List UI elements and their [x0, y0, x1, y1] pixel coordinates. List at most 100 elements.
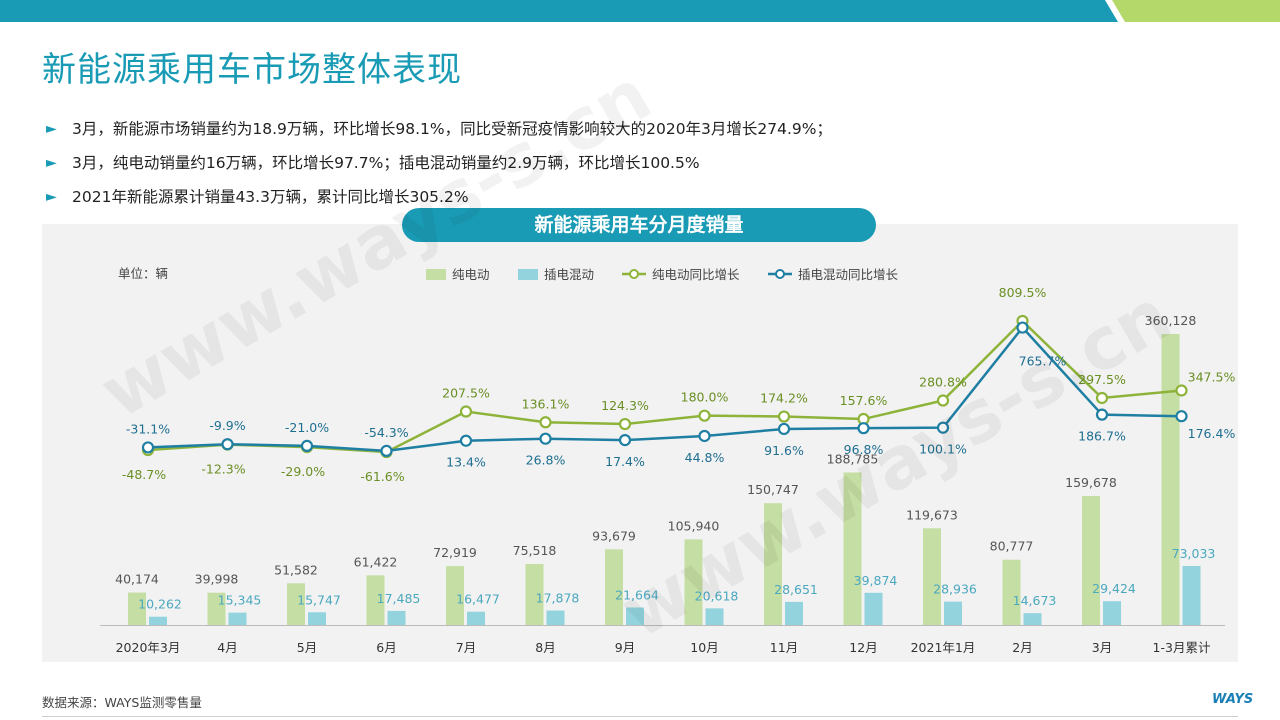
bev-growth-label: 347.5% — [1188, 369, 1236, 384]
bev-bar — [1082, 495, 1100, 625]
phev-bar — [228, 612, 247, 625]
bev-growth-label: 124.3% — [601, 398, 649, 413]
bev-bar — [207, 592, 226, 625]
phev-growth-point — [221, 438, 234, 451]
phev-bar — [387, 610, 406, 625]
bev-bar — [1002, 559, 1021, 625]
ways-logo: WAYS — [1212, 692, 1254, 707]
phev-bar — [626, 607, 644, 625]
bev-growth-label: -48.7% — [122, 467, 166, 482]
phev-bar — [944, 601, 962, 625]
phev-bar-label: 15,747 — [297, 592, 341, 607]
bev-growth-label: 207.5% — [442, 386, 490, 401]
bev-growth-label: 297.5% — [1078, 372, 1126, 387]
legend-label: 插电混动 — [544, 267, 594, 282]
legend-swatch — [518, 269, 538, 280]
phev-growth-line — [147, 325, 1182, 453]
bev-growth-label: 180.0% — [681, 390, 729, 405]
phev-growth-label: 100.1% — [919, 442, 967, 457]
legend-label: 纯电动同比增长 — [652, 267, 740, 282]
category-label: 9月 — [615, 640, 635, 655]
bev-bar-label: 360,128 — [1145, 313, 1197, 328]
phev-growth-point — [1095, 408, 1109, 421]
phev-growth-point — [300, 439, 314, 452]
phev-bar — [705, 608, 724, 625]
bev-growth-point — [777, 410, 791, 423]
bev-growth-label: 157.6% — [840, 393, 888, 408]
legend-marker — [775, 269, 785, 279]
phev-growth-label: -31.1% — [126, 421, 170, 436]
phev-bar-label: 39,874 — [854, 573, 898, 588]
phev-growth-label: 186.7% — [1078, 429, 1126, 444]
bev-growth-label: -12.3% — [201, 462, 245, 477]
bev-growth-label: 809.5% — [999, 285, 1047, 300]
bev-bar-label: 75,518 — [513, 543, 557, 558]
bev-bar — [605, 549, 623, 625]
bullet-item: ► 3月，新能源市场销量约为18.9万辆，环比增长98.1%，同比受新冠疫情影响较… — [46, 118, 832, 152]
phev-growth-point — [857, 422, 870, 435]
bev-bar — [923, 528, 941, 625]
page-title: 新能源乘用车市场整体表现 — [42, 50, 462, 90]
phev-bar — [467, 611, 485, 625]
category-label: 4月 — [217, 640, 237, 655]
phev-growth-point — [141, 441, 155, 454]
bev-bar — [1161, 334, 1180, 625]
category-label: 2月 — [1012, 640, 1032, 655]
bev-bar-label: 39,998 — [195, 572, 239, 587]
bev-bar-label: 93,679 — [592, 528, 636, 543]
bev-growth-label: 174.2% — [760, 391, 808, 406]
phev-growth-point — [459, 434, 473, 447]
category-label: 3月 — [1092, 640, 1112, 655]
phev-growth-label: -9.9% — [209, 418, 245, 433]
bev-growth-point — [1095, 391, 1109, 405]
bev-growth-point — [539, 416, 552, 429]
phev-bar — [1182, 565, 1201, 625]
bev-bar-label: 51,582 — [274, 562, 318, 577]
bev-bar-label: 105,940 — [668, 518, 720, 533]
triangle-bullet-icon: ► — [46, 189, 57, 205]
phev-bar-label: 28,651 — [774, 582, 818, 597]
bev-bar-label: 119,673 — [906, 507, 958, 522]
phev-growth-label: 44.8% — [685, 450, 725, 465]
phev-bar-label: 28,936 — [933, 582, 977, 597]
phev-bar — [546, 610, 565, 625]
bev-growth-point — [1175, 384, 1188, 397]
phev-growth-point — [539, 432, 552, 445]
phev-bar — [308, 612, 326, 625]
bullet-item: ► 2021年新能源累计销量43.3万辆，累计同比增长305.2% — [46, 186, 832, 220]
chart-title: 新能源乘用车分月度销量 — [402, 208, 876, 242]
bev-bar-label: 72,919 — [433, 545, 477, 560]
phev-bar-label: 14,673 — [1013, 593, 1057, 608]
legend-label: 纯电动 — [452, 267, 490, 282]
bev-bar-label: 150,747 — [747, 482, 799, 497]
bev-growth-label: 280.8% — [919, 375, 967, 390]
category-label: 6月 — [376, 640, 396, 655]
phev-bar-label: 17,878 — [536, 591, 580, 606]
triangle-bullet-icon: ► — [46, 155, 57, 171]
summary-bullets: ► 3月，新能源市场销量约为18.9万辆，环比增长98.1%，同比受新冠疫情影响较… — [46, 118, 832, 220]
phev-bar-label: 15,345 — [218, 593, 262, 608]
unit-label: 单位：辆 — [118, 266, 168, 281]
category-label: 5月 — [297, 640, 317, 655]
phev-growth-point — [698, 429, 711, 443]
bev-bar — [287, 583, 305, 625]
bev-bar — [446, 566, 464, 625]
category-label: 12月 — [849, 640, 877, 655]
phev-growth-label: 26.8% — [526, 453, 566, 468]
phev-bar — [785, 601, 803, 625]
category-label: 7月 — [456, 640, 476, 655]
phev-bar — [149, 616, 167, 625]
phev-growth-label: -21.0% — [285, 420, 329, 435]
phev-bar — [1023, 613, 1042, 625]
bev-growth-point — [698, 409, 711, 422]
phev-bar — [864, 592, 883, 625]
phev-growth-label: 13.4% — [446, 455, 486, 470]
category-label: 10月 — [690, 640, 718, 655]
footer-divider — [42, 716, 1238, 717]
phev-bar-label: 17,485 — [377, 591, 421, 606]
bev-growth-label: -61.6% — [360, 469, 404, 484]
bev-bar-label: 61,422 — [354, 554, 398, 569]
legend-swatch — [426, 269, 446, 280]
bev-growth-label: 136.1% — [522, 396, 570, 411]
